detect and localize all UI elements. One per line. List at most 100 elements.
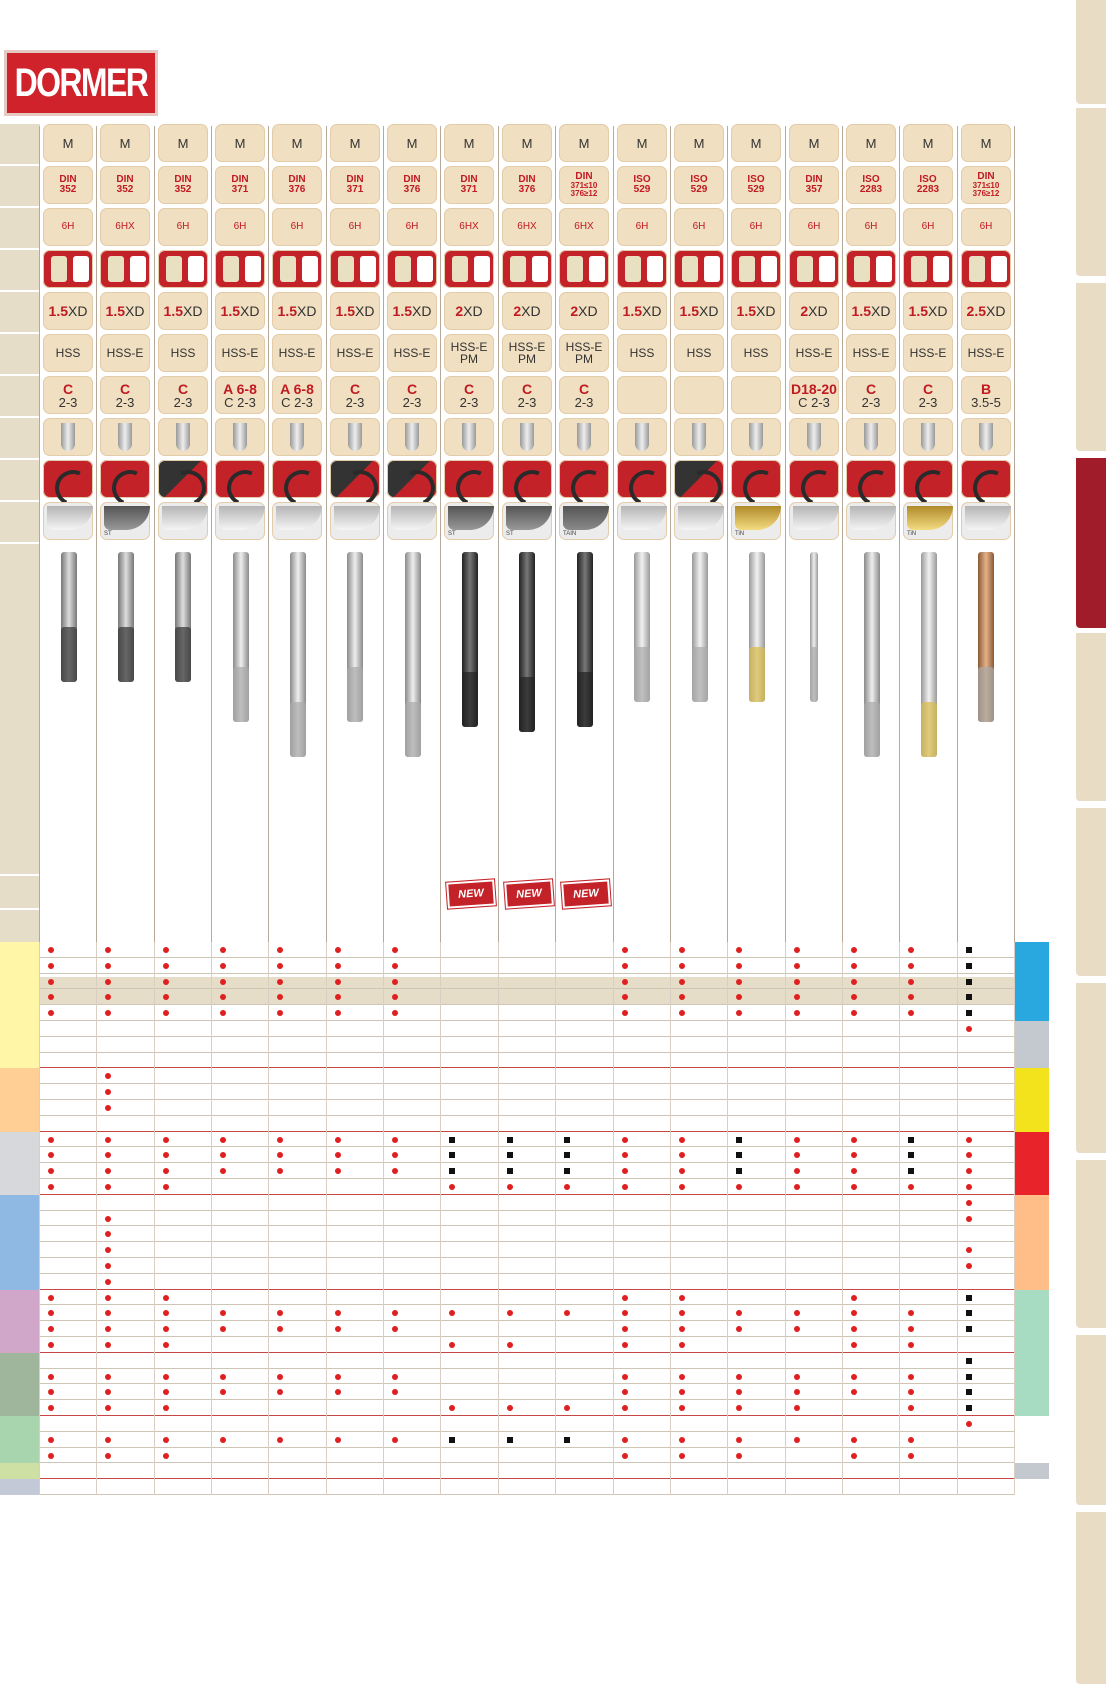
profile-left-icon bbox=[395, 256, 411, 282]
column-separator bbox=[899, 126, 900, 976]
recommended-marker bbox=[105, 1389, 111, 1395]
recommended-marker bbox=[277, 994, 283, 1000]
material-group-color bbox=[0, 1021, 40, 1037]
recommended-marker bbox=[507, 1184, 513, 1190]
row-separator bbox=[40, 1004, 1015, 1005]
row-separator bbox=[40, 1210, 1015, 1211]
matrix-column-separator bbox=[498, 942, 499, 1495]
recommended-marker bbox=[48, 1437, 54, 1443]
row-separator bbox=[40, 1162, 1015, 1163]
coating-swatch-icon bbox=[276, 506, 322, 530]
thread-type-label: M bbox=[578, 135, 590, 151]
material-group-color bbox=[0, 1132, 40, 1148]
chamfer-class-cell: C 2-3 bbox=[100, 376, 150, 414]
standard-name: DIN bbox=[174, 174, 192, 185]
chamfer-class-letter: C bbox=[406, 380, 418, 397]
flute-form-icon bbox=[559, 250, 609, 288]
material-group-color bbox=[0, 1337, 40, 1353]
bore-depth-unit: XD bbox=[871, 303, 891, 319]
point-form-icon bbox=[272, 418, 322, 456]
standard-name: ISO bbox=[862, 174, 880, 185]
point-form-icon bbox=[617, 418, 667, 456]
material-group-color bbox=[0, 1353, 40, 1369]
standard-cell: ISO 2283 bbox=[903, 166, 953, 204]
standard-number: 529 bbox=[690, 184, 708, 195]
side-tab-7[interactable] bbox=[1076, 983, 1106, 1153]
row-separator bbox=[40, 1273, 1015, 1274]
recommended-marker bbox=[48, 947, 54, 953]
application-group-color bbox=[1015, 1274, 1049, 1290]
chamfer-class-cell bbox=[674, 376, 724, 414]
recommended-marker bbox=[449, 1405, 455, 1411]
tolerance-cell: 6H bbox=[617, 208, 667, 246]
recommended-marker bbox=[622, 1437, 628, 1443]
side-tab-3[interactable] bbox=[1076, 283, 1106, 451]
side-tab-10[interactable] bbox=[1076, 1512, 1106, 1684]
tap-thread-section bbox=[462, 672, 478, 727]
recommended-marker bbox=[392, 947, 398, 953]
new-badge: NEW bbox=[561, 879, 611, 909]
side-tab-1[interactable] bbox=[1076, 0, 1106, 104]
recommended-marker bbox=[105, 1279, 111, 1285]
point-tip-icon bbox=[921, 423, 935, 451]
application-group-color bbox=[1015, 1242, 1049, 1258]
standard-cell: DIN 352 bbox=[158, 166, 208, 204]
matrix-column-separator bbox=[957, 942, 958, 1495]
coating-icon bbox=[617, 502, 667, 540]
row-separator bbox=[40, 1178, 1015, 1179]
thread-type-label: M bbox=[463, 135, 475, 151]
side-tab-5[interactable] bbox=[1076, 633, 1106, 801]
application-group-color bbox=[1015, 1353, 1049, 1369]
side-tab-6[interactable] bbox=[1076, 808, 1106, 976]
thread-type-label: M bbox=[922, 135, 934, 151]
side-tab-9[interactable] bbox=[1076, 1335, 1106, 1505]
profile-left-icon bbox=[510, 256, 526, 282]
recommended-marker bbox=[622, 963, 628, 969]
recommended-marker bbox=[794, 1010, 800, 1016]
recommended-marker bbox=[794, 1326, 800, 1332]
standard-number: 352 bbox=[59, 184, 77, 195]
point-tip-icon bbox=[749, 423, 763, 451]
recommended-marker bbox=[564, 1405, 570, 1411]
bore-depth-value: 2.5 bbox=[966, 303, 986, 319]
side-tab-8[interactable] bbox=[1076, 1160, 1106, 1328]
material-label: HSS-E PM bbox=[565, 340, 603, 366]
recommended-marker bbox=[449, 1310, 455, 1316]
row-label-cell bbox=[0, 544, 40, 874]
thread-type-label: M bbox=[693, 135, 705, 151]
chamfer-class-letter: C bbox=[521, 380, 533, 397]
side-tab-active[interactable] bbox=[1076, 458, 1106, 628]
tap-image bbox=[810, 552, 818, 702]
profile-left-icon bbox=[911, 256, 927, 282]
recommended-marker bbox=[392, 1326, 398, 1332]
bore-depth-cell: 1.5XD bbox=[387, 292, 437, 330]
point-tip-icon bbox=[635, 423, 649, 451]
row-separator bbox=[40, 973, 1015, 974]
point-tip-icon bbox=[864, 423, 878, 451]
recommended-marker bbox=[105, 1437, 111, 1443]
material-label: HSS-E bbox=[852, 346, 890, 360]
profile-left-icon bbox=[682, 256, 698, 282]
side-tab-2[interactable] bbox=[1076, 108, 1106, 276]
coating-icon bbox=[158, 502, 208, 540]
chamfer-class-range: 2-3 bbox=[517, 394, 537, 410]
tap-thread-section bbox=[978, 667, 994, 722]
recommended-marker bbox=[507, 1342, 513, 1348]
bore-depth-cell: 1.5XD bbox=[272, 292, 322, 330]
recommended-marker bbox=[736, 1010, 742, 1016]
coating-icon bbox=[387, 502, 437, 540]
coating-swatch-icon bbox=[219, 506, 265, 530]
recommended-marker bbox=[679, 1295, 685, 1301]
recommended-marker bbox=[622, 1389, 628, 1395]
tolerance-cell: 6HX bbox=[502, 208, 552, 246]
suitable-marker bbox=[449, 1437, 455, 1443]
recommended-marker bbox=[48, 1137, 54, 1143]
matrix-column-separator bbox=[211, 942, 212, 1495]
point-form-icon bbox=[158, 418, 208, 456]
standard-cell: ISO 2283 bbox=[846, 166, 896, 204]
row-separator bbox=[40, 1447, 1015, 1448]
material-cell: HSS-E bbox=[846, 334, 896, 372]
recommended-marker bbox=[335, 994, 341, 1000]
application-group-color bbox=[1015, 1416, 1049, 1432]
bore-depth-unit: XD bbox=[183, 303, 203, 319]
